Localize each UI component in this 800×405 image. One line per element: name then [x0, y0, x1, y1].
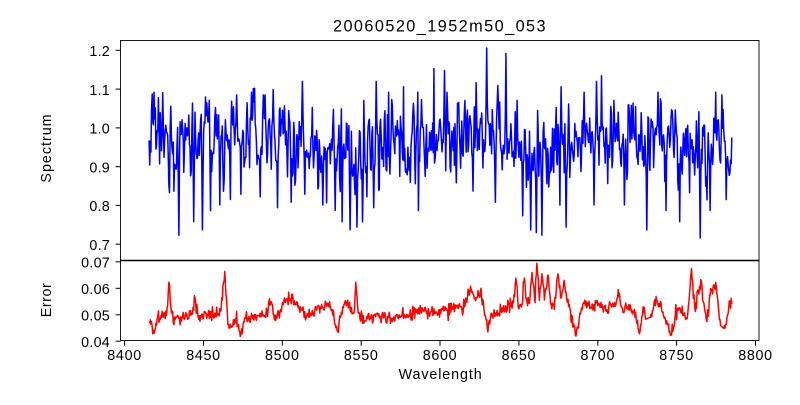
svg-text:0.8: 0.8	[89, 199, 110, 215]
svg-text:0.7: 0.7	[89, 238, 110, 254]
svg-text:0.04: 0.04	[81, 335, 110, 351]
svg-text:1.1: 1.1	[89, 83, 110, 99]
svg-text:20060520_1952m50_053: 20060520_1952m50_053	[333, 18, 547, 36]
svg-text:8450: 8450	[186, 348, 221, 364]
svg-text:1.0: 1.0	[89, 122, 110, 138]
svg-text:8650: 8650	[502, 348, 537, 364]
svg-text:8600: 8600	[423, 348, 458, 364]
svg-text:8400: 8400	[107, 348, 142, 364]
svg-text:8500: 8500	[265, 348, 300, 364]
svg-text:Spectrum: Spectrum	[39, 113, 55, 182]
svg-text:1.2: 1.2	[89, 44, 110, 60]
svg-text:0.05: 0.05	[81, 309, 110, 325]
svg-text:Wavelength: Wavelength	[399, 367, 483, 383]
svg-text:Error: Error	[39, 283, 55, 318]
svg-text:8700: 8700	[580, 348, 615, 364]
svg-text:8800: 8800	[738, 348, 773, 364]
svg-text:8750: 8750	[659, 348, 694, 364]
svg-text:0.06: 0.06	[81, 282, 110, 298]
svg-text:0.9: 0.9	[89, 161, 110, 177]
svg-text:0.07: 0.07	[81, 256, 110, 272]
svg-text:8550: 8550	[344, 348, 379, 364]
